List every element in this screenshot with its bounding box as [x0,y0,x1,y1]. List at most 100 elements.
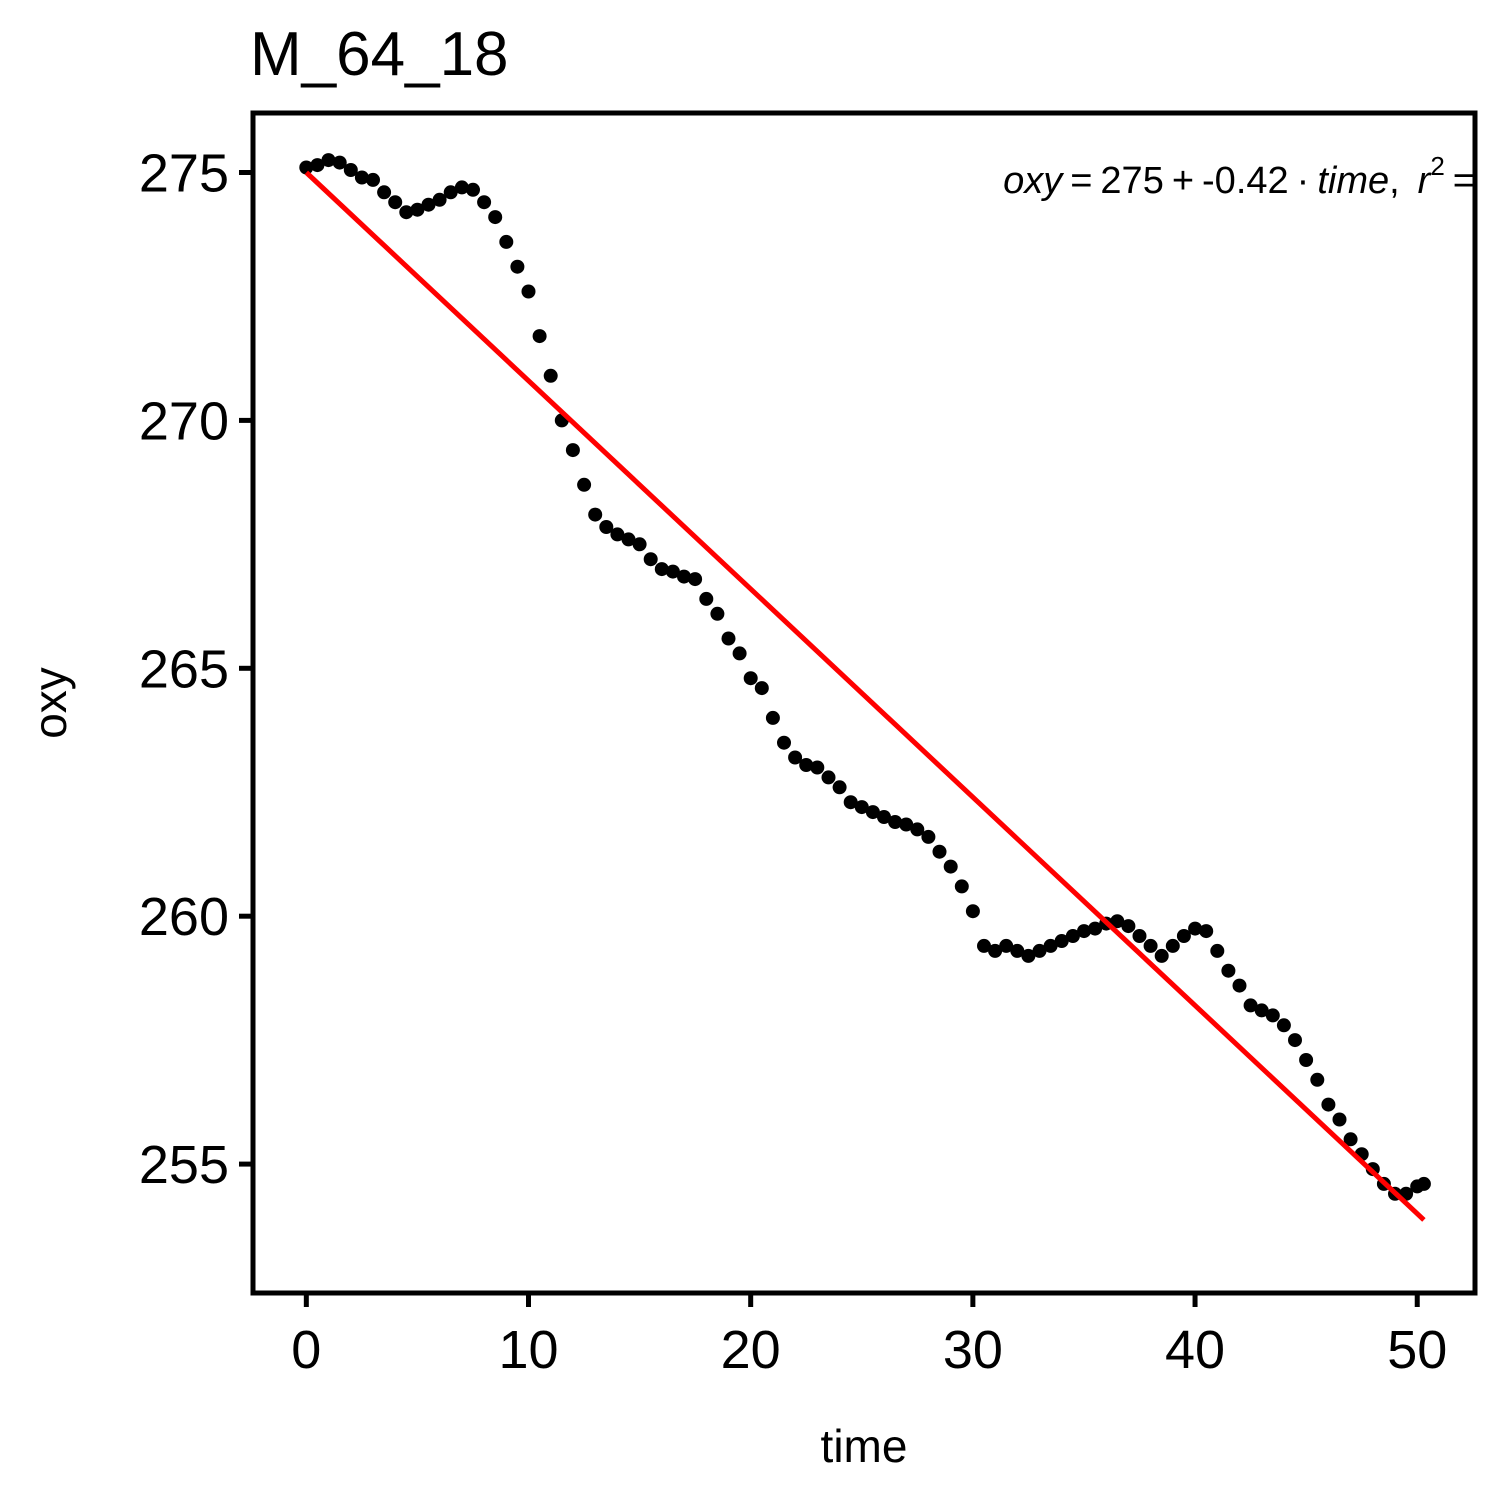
data-point [1176,929,1191,943]
data-point [888,815,903,829]
data-point [299,160,314,175]
regression-equation: oxy = 275 + -0.42 · time, r2 = [1003,151,1475,202]
data-point [599,520,614,534]
chart-title: M_64_18 [250,20,509,89]
data-point [732,646,747,661]
x-tick-label: 40 [1165,1320,1225,1380]
data-point [1110,914,1125,929]
data-point [532,329,547,344]
data-point [754,681,769,696]
y-tick-label: 265 [139,639,229,699]
data-points [299,153,1431,1201]
data-point [943,859,958,874]
data-point [1299,1053,1314,1067]
data-point [899,817,914,832]
data-point [1021,948,1036,963]
data-point [1199,924,1214,939]
data-point [1121,919,1136,934]
data-point [654,562,669,577]
data-point [999,938,1014,953]
data-point [854,800,869,815]
data-point [1043,938,1058,953]
plot-panel-border [250,110,1478,1296]
data-point [632,537,647,552]
data-point [610,527,625,542]
data-point [677,569,691,584]
data-point [1010,943,1025,958]
data-point [1243,998,1258,1013]
x-tick-label: 20 [721,1320,781,1380]
data-point [410,202,425,217]
data-point [1165,938,1180,953]
data-point [521,284,536,299]
data-point [1154,948,1169,963]
data-point [510,259,525,274]
data-point [543,368,558,383]
data-point [710,606,725,621]
data-point [1065,929,1080,943]
data-point [954,879,969,894]
data-point [832,780,847,795]
regression-line [304,170,1426,1222]
data-point [988,943,1003,958]
data-point [843,795,858,810]
data-point [1416,1176,1431,1191]
data-point [1188,921,1203,936]
data-point [332,155,347,170]
data-point [388,195,403,210]
data-point [932,844,947,859]
data-point [399,205,414,220]
data-point [1288,1033,1302,1048]
data-point [743,671,758,686]
data-point [777,735,791,750]
data-point [577,477,592,492]
data-point [1310,1072,1325,1087]
data-point [432,192,447,207]
data-point [1032,943,1047,958]
x-axis: 0 10 20 30 40 50 [291,1293,1447,1380]
data-point [877,810,891,824]
data-point [343,163,358,177]
data-point [1254,1003,1269,1018]
data-point [1321,1097,1336,1112]
data-point [1143,938,1158,953]
data-point [488,210,503,225]
data-point [865,805,880,820]
data-point [499,234,514,249]
y-axis: 255 260 265 270 275 [139,143,253,1195]
data-point [1332,1112,1347,1127]
data-point [1088,921,1103,936]
x-tick-label: 0 [291,1320,321,1380]
y-tick-label: 270 [139,391,229,451]
data-point [765,710,780,725]
data-point [721,631,736,646]
data-point [799,758,814,772]
data-point [1077,924,1091,939]
data-point [977,938,991,953]
data-point [466,182,480,197]
data-point [454,180,469,195]
data-point [421,197,436,212]
data-point [699,591,714,606]
data-point [621,532,636,547]
data-point [310,158,325,173]
x-tick-label: 30 [943,1320,1003,1380]
x-tick-label: 50 [1387,1320,1447,1380]
x-tick-label: 10 [498,1320,558,1380]
data-point [1132,929,1147,943]
data-point [1232,978,1247,993]
data-point [965,904,980,919]
data-point [443,185,458,200]
data-point [643,552,658,567]
y-tick-label: 260 [139,887,229,947]
x-axis-label: time [821,1420,908,1472]
y-tick-label: 275 [139,143,229,203]
data-point [810,760,825,775]
data-point [688,572,703,587]
data-point [588,507,603,522]
y-tick-label: 255 [139,1135,229,1195]
data-point [1265,1008,1280,1023]
data-point [1343,1132,1358,1147]
y-axis-label: oxy [24,667,76,739]
